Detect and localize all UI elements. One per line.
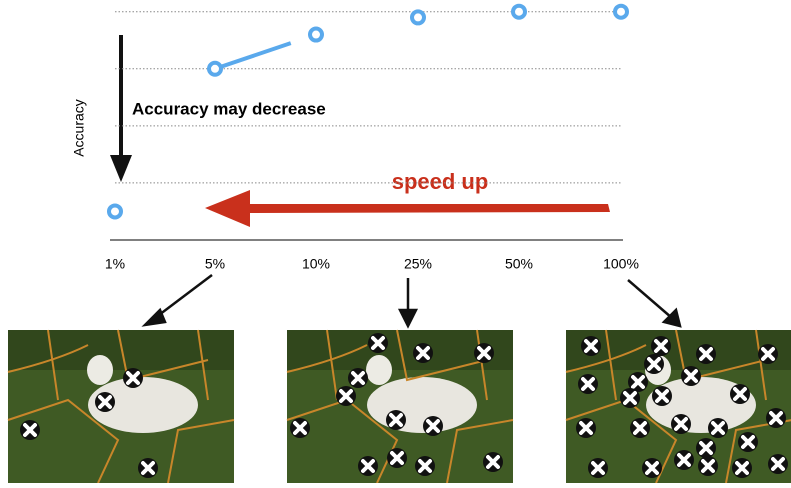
point [109, 205, 121, 217]
selected-marker [123, 368, 143, 388]
selected-marker [576, 418, 596, 438]
selected-marker [95, 392, 115, 412]
selected-marker [578, 374, 598, 394]
selected-marker [588, 458, 608, 478]
x-tick-label: 10% [302, 256, 330, 272]
page: Accuracy Accuracy may decrease speed up … [0, 0, 791, 488]
selected-marker [368, 333, 388, 353]
point [615, 6, 627, 18]
selected-marker [290, 418, 310, 438]
image-panels [8, 330, 791, 483]
x-tick-label: 1% [105, 256, 125, 272]
selected-marker [581, 336, 601, 356]
point [412, 11, 424, 23]
selected-marker [671, 414, 691, 434]
selected-marker [758, 344, 778, 364]
selected-marker [651, 336, 671, 356]
selected-marker [630, 418, 650, 438]
x-tick-label: 50% [505, 256, 533, 272]
selected-marker [387, 448, 407, 468]
selected-marker [696, 438, 716, 458]
selected-marker [423, 416, 443, 436]
selected-marker [652, 386, 672, 406]
selected-marker [336, 386, 356, 406]
selected-marker [20, 420, 40, 440]
annotation: Accuracy may decrease [132, 99, 326, 118]
selected-marker [138, 458, 158, 478]
selected-marker [674, 450, 694, 470]
selected-marker [415, 456, 435, 476]
pointer-arrows [145, 275, 680, 326]
point [513, 6, 525, 18]
x-tick-label: 5% [205, 256, 225, 272]
selected-marker [730, 384, 750, 404]
selected-marker [768, 454, 788, 474]
selected-marker [681, 366, 701, 386]
selected-marker [766, 408, 786, 428]
selected-marker [698, 456, 718, 476]
selected-marker [708, 418, 728, 438]
selected-marker [738, 432, 758, 452]
selected-marker [474, 343, 494, 363]
duck-head [87, 355, 113, 385]
selected-marker [348, 368, 368, 388]
x-tick-label: 100% [603, 256, 639, 272]
annotation: speed up [392, 169, 489, 194]
selected-marker [732, 458, 752, 478]
x-tick-label: 25% [404, 256, 432, 272]
selected-marker [644, 354, 664, 374]
y-axis-label: Accuracy [71, 99, 87, 157]
figure: Accuracy Accuracy may decrease speed up … [0, 0, 791, 483]
selected-marker [642, 458, 662, 478]
point [209, 63, 221, 75]
selected-marker [483, 452, 503, 472]
selected-marker [696, 344, 716, 364]
selected-marker [358, 456, 378, 476]
point [310, 29, 322, 41]
selected-marker [620, 388, 640, 408]
selected-marker [413, 343, 433, 363]
line-segment [215, 43, 291, 69]
duck-body [367, 377, 477, 433]
speed-arrow [205, 190, 610, 227]
down-arrow [110, 35, 132, 182]
duck-head [366, 355, 392, 385]
selected-marker [386, 410, 406, 430]
